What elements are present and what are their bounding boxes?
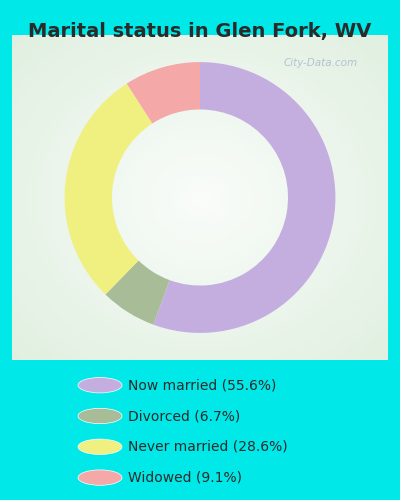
- Circle shape: [78, 470, 122, 486]
- Circle shape: [78, 439, 122, 454]
- Circle shape: [78, 408, 122, 424]
- Wedge shape: [64, 84, 152, 294]
- Wedge shape: [153, 62, 336, 333]
- Text: Never married (28.6%): Never married (28.6%): [128, 440, 288, 454]
- Wedge shape: [127, 62, 200, 124]
- Text: Divorced (6.7%): Divorced (6.7%): [128, 409, 240, 423]
- Text: City-Data.com: City-Data.com: [284, 58, 358, 68]
- Text: Widowed (9.1%): Widowed (9.1%): [128, 470, 242, 484]
- Text: Now married (55.6%): Now married (55.6%): [128, 378, 276, 392]
- Text: Marital status in Glen Fork, WV: Marital status in Glen Fork, WV: [28, 22, 372, 42]
- Circle shape: [78, 378, 122, 393]
- Wedge shape: [106, 260, 170, 324]
